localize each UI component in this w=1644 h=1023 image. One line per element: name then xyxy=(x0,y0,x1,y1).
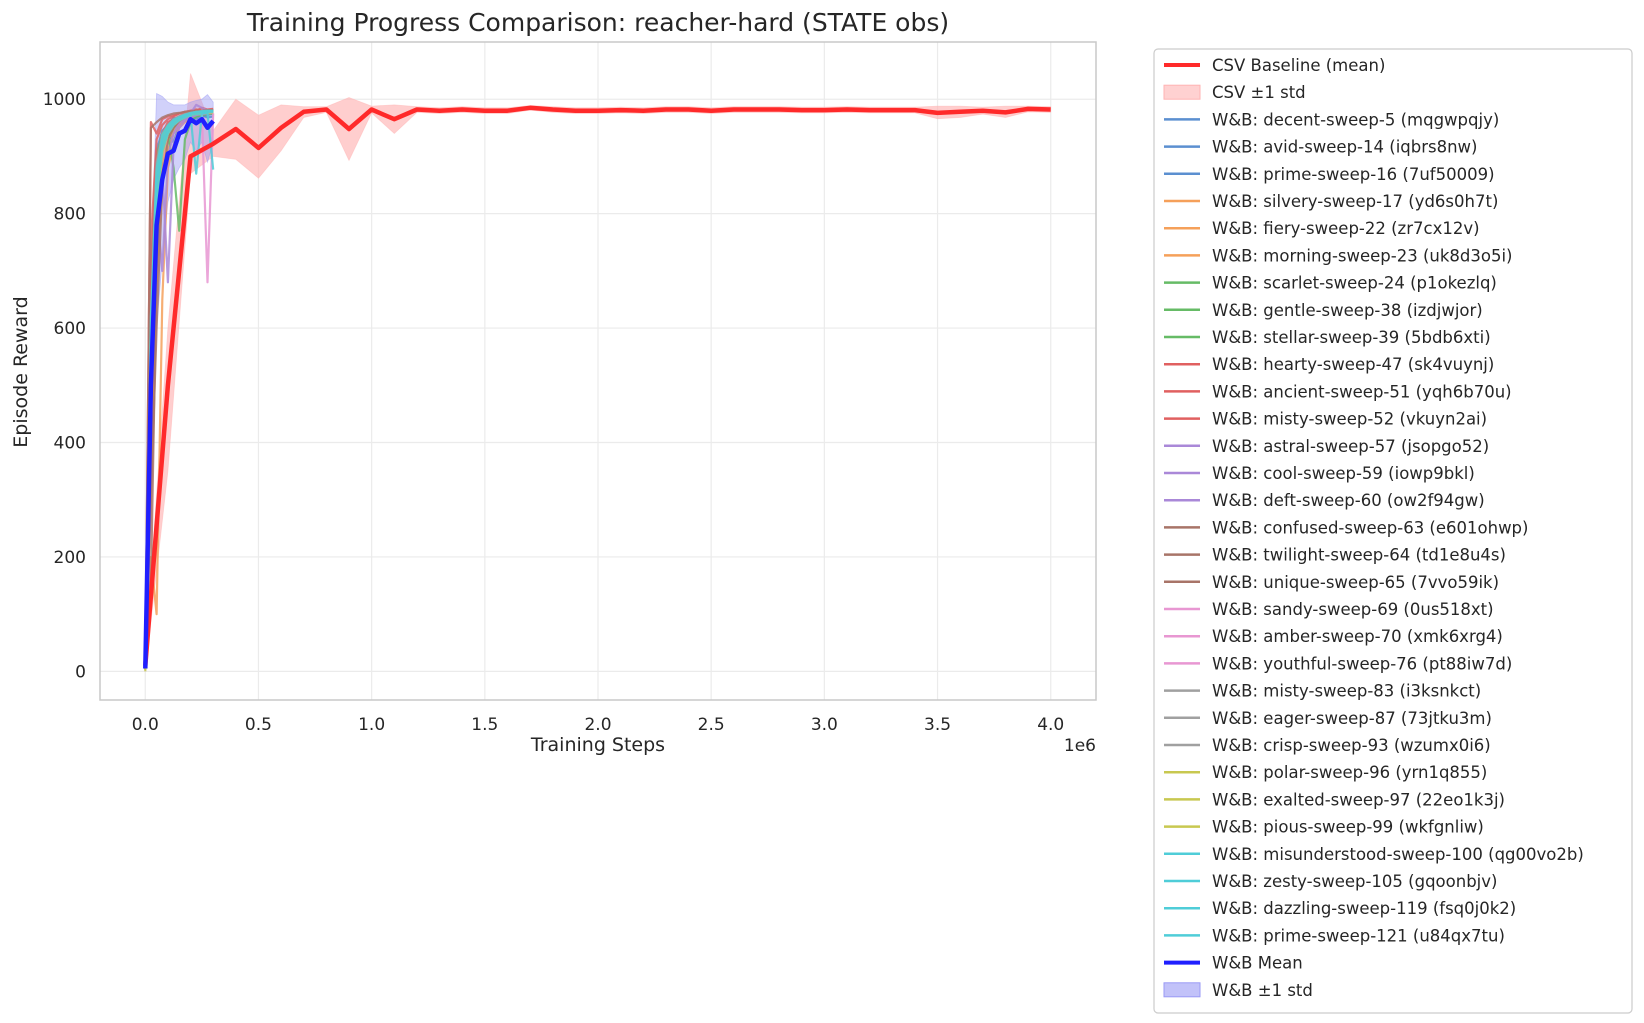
y-tick-label: 0 xyxy=(75,662,86,682)
axes-spines xyxy=(99,41,1097,701)
legend-label: W&B: avid-sweep-14 (iqbrs8nw) xyxy=(1212,138,1478,157)
legend-patch-swatch xyxy=(1163,982,1201,998)
y-tick-label: 400 xyxy=(54,434,86,454)
x-tick-label: 1.0 xyxy=(358,715,385,735)
legend-label: W&B: confused-sweep-63 (e601ohwp) xyxy=(1212,518,1528,537)
legend-label: W&B: stellar-sweep-39 (5bdb6xti) xyxy=(1212,328,1491,347)
legend-label: W&B: fiery-sweep-22 (zr7cx12v) xyxy=(1212,219,1480,238)
legend-label: W&B: zesty-sweep-105 (gqoonbjv) xyxy=(1212,872,1497,891)
x-tick-label: 4.0 xyxy=(1037,715,1064,735)
legend-label: CSV ±1 std xyxy=(1212,83,1306,102)
legend-label: W&B: sandy-sweep-69 (0us518xt) xyxy=(1212,600,1494,619)
y-tick-label: 200 xyxy=(54,548,86,568)
axes-frame xyxy=(99,41,1097,701)
y-tick-label: 600 xyxy=(54,319,86,339)
y-axis-label: Episode Reward xyxy=(10,296,32,447)
tick-labels: 0.0 0.5 1.0 1.5 2.0 2.5 3.0 3.5 4.0 0 200 400 600 800… xyxy=(43,90,1065,735)
legend-label: W&B: dazzling-sweep-119 (fsq0j0k2) xyxy=(1212,899,1516,918)
series-line xyxy=(144,111,215,669)
legend-label: W&B: amber-sweep-70 (xmk6xrg4) xyxy=(1212,627,1503,646)
legend-label: W&B: ancient-sweep-51 (yqh6b70u) xyxy=(1212,382,1512,401)
csv-baseline-line xyxy=(143,105,1051,666)
mean-lines xyxy=(143,105,1051,669)
legend-box xyxy=(1153,48,1633,1014)
legend-label: W&B ±1 std xyxy=(1212,981,1313,1000)
x-tick-label: 3.0 xyxy=(811,715,838,735)
chart-title: Training Progress Comparison: reacher-ha… xyxy=(246,8,949,37)
legend-label: W&B: scarlet-sweep-24 (p1okezlq) xyxy=(1212,274,1497,293)
legend-label: W&B: youthful-sweep-76 (pt88iw7d) xyxy=(1212,654,1512,673)
legend-label: W&B: misty-sweep-83 (i3ksnkct) xyxy=(1212,682,1481,701)
legend-label: W&B: gentle-sweep-38 (izdjwjor) xyxy=(1212,301,1483,320)
legend-label: W&B: prime-sweep-16 (7uf50009) xyxy=(1212,165,1495,184)
legend-label: W&B: crisp-sweep-93 (wzumx0i6) xyxy=(1212,736,1491,755)
grid xyxy=(100,42,1096,700)
legend-label: W&B: deft-sweep-60 (ow2f94gw) xyxy=(1212,491,1485,510)
y-tick-label: 1000 xyxy=(43,90,86,110)
legend-label: W&B: twilight-sweep-64 (td1e8u4s) xyxy=(1212,546,1506,565)
x-tick-label: 2.0 xyxy=(584,715,611,735)
legend-label: W&B: misty-sweep-52 (vkuyn2ai) xyxy=(1212,410,1487,429)
series-line xyxy=(144,109,214,669)
csv-std-band xyxy=(144,73,1052,672)
legend-label: W&B: pious-sweep-99 (wkfgnliw) xyxy=(1212,818,1484,837)
legend: CSV Baseline (mean) CSV ±1 std W&B: decent… xyxy=(1153,48,1633,1014)
legend-label: W&B: polar-sweep-96 (yrn1q855) xyxy=(1212,763,1487,782)
legend-label: CSV Baseline (mean) xyxy=(1212,56,1385,75)
legend-label: W&B: cool-sweep-59 (iowp9bkl) xyxy=(1212,464,1475,483)
y-tick-label: 800 xyxy=(54,205,86,225)
legend-label: W&B Mean xyxy=(1212,954,1303,973)
legend-patch-swatch xyxy=(1163,84,1201,100)
x-tick-label: 0.5 xyxy=(245,715,272,735)
x-axis-label: Training Steps xyxy=(530,734,665,756)
legend-label: W&B: prime-sweep-121 (u84qx7tu) xyxy=(1212,926,1505,945)
legend-label: W&B: silvery-sweep-17 (yd6s0h7t) xyxy=(1212,192,1498,211)
legend-label: W&B: decent-sweep-5 (mqgwpqjy) xyxy=(1212,110,1499,129)
legend-label: W&B: unique-sweep-65 (7vvo59ik) xyxy=(1212,573,1499,592)
legend-label: W&B: hearty-sweep-47 (sk4vuynj) xyxy=(1212,355,1494,374)
x-tick-label: 0.0 xyxy=(132,715,159,735)
wb-mean-line xyxy=(143,116,215,669)
x-axis-scale-label: 1e6 xyxy=(1064,736,1096,756)
x-tick-label: 1.5 xyxy=(471,715,498,735)
legend-label: W&B: misunderstood-sweep-100 (qg00vo2b) xyxy=(1212,845,1584,864)
legend-label: W&B: exalted-sweep-97 (22eo1k3j) xyxy=(1212,790,1505,809)
legend-label: W&B: morning-sweep-23 (uk8d3o5i) xyxy=(1212,246,1513,265)
x-tick-label: 3.5 xyxy=(924,715,951,735)
legend-label: W&B: eager-sweep-87 (73jtku3m) xyxy=(1212,709,1492,728)
x-tick-label: 2.5 xyxy=(698,715,725,735)
legend-label: W&B: astral-sweep-57 (jsopgo52) xyxy=(1212,437,1489,456)
